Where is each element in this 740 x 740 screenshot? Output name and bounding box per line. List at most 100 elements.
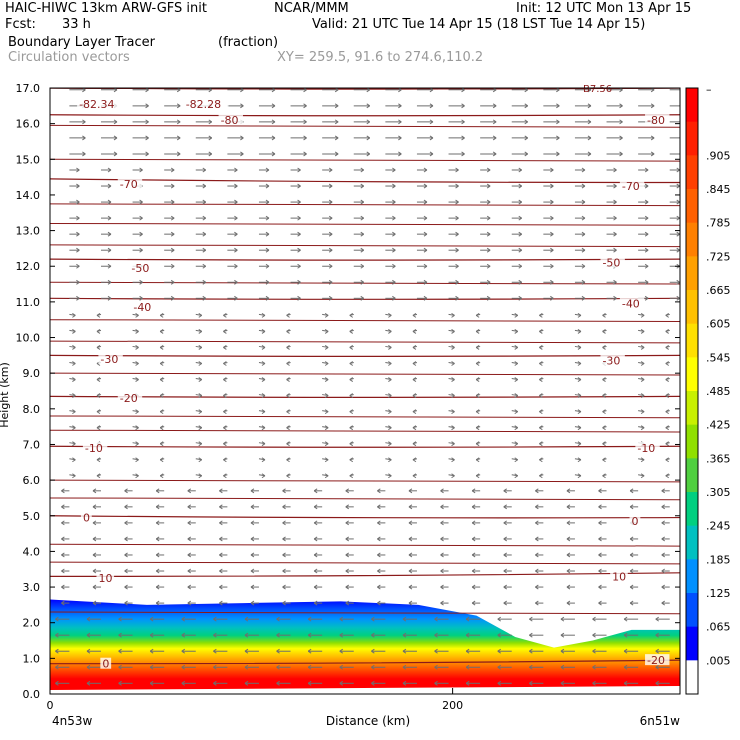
wind-vector-52	[434, 648, 449, 654]
wind-vector-349	[349, 409, 354, 415]
wind-vector-153	[471, 568, 481, 574]
wind-vector-231	[408, 504, 417, 510]
wind-vector-18	[623, 680, 639, 686]
wind-vector-633	[480, 183, 491, 189]
colorbar-swatch-10	[686, 424, 698, 459]
wind-vector-477	[602, 312, 607, 318]
wind-vector-330	[385, 425, 392, 431]
wind-vector-413	[475, 361, 481, 366]
wind-vector-347	[286, 409, 291, 415]
wind-vector-332	[448, 425, 455, 431]
wind-vector-284	[195, 457, 203, 463]
wind-vector-144	[187, 568, 196, 574]
wind-vector-528	[322, 263, 333, 269]
wind-vector-552	[448, 247, 459, 253]
wind-vector-11	[402, 680, 417, 686]
wind-vector-288	[322, 457, 329, 463]
wind-vector-626	[258, 183, 270, 189]
wind-vector-427	[286, 345, 291, 350]
wind-vector-598	[638, 215, 649, 221]
wind-vector-534	[511, 263, 523, 269]
wind-vector-697	[606, 135, 623, 141]
wind-vector-224	[187, 504, 196, 510]
wind-vector-524	[195, 263, 207, 269]
wind-vector-593	[480, 215, 491, 221]
wind-vector-735	[543, 103, 560, 109]
wind-vector-462	[132, 312, 139, 318]
wind-vector-89	[339, 616, 354, 622]
wind-vector-181	[92, 536, 101, 542]
wind-vector-171	[408, 552, 417, 558]
wind-vector-611	[416, 199, 428, 205]
wind-vector-47	[276, 648, 291, 654]
wind-vector-526	[258, 263, 270, 269]
wind-vector-258	[629, 488, 639, 494]
wind-vector-100	[61, 600, 70, 606]
wind-vector-637	[606, 183, 617, 189]
wind-vector-480	[69, 295, 80, 301]
init-time: Init: 12 UTC Mon 13 Apr 15	[516, 1, 692, 16]
wind-vector-489	[353, 295, 365, 301]
wind-vector-739	[669, 105, 680, 107]
wind-vector-1	[86, 680, 101, 686]
wind-vector-236	[566, 504, 575, 510]
wind-vector-390	[385, 377, 392, 382]
wind-vector-300	[69, 441, 76, 447]
wind-vector-5	[213, 680, 228, 686]
wind-vector-128	[313, 584, 323, 590]
wind-vector-404	[195, 361, 203, 366]
wind-vector-442	[132, 328, 139, 334]
wind-vector-677	[606, 151, 623, 157]
wind-vector-588	[322, 215, 333, 221]
wind-vector-381	[96, 377, 102, 382]
wind-vector-547	[290, 247, 301, 253]
wind-vector-259	[661, 488, 670, 494]
wind-vector-405	[223, 361, 228, 366]
x-right-end-label: 6n51w	[640, 714, 681, 728]
wind-vector-499	[669, 295, 680, 301]
wind-vector-656	[574, 167, 586, 173]
wind-vector-660	[69, 151, 86, 157]
wind-vector-130	[377, 584, 386, 590]
xy-label: XY= 259.5, 91.6 to 274.6,110.2	[277, 50, 484, 65]
wind-vector-315	[539, 441, 544, 447]
wind-vector-308	[322, 441, 329, 447]
wind-vector-219	[661, 520, 670, 526]
wind-vector-620	[69, 183, 80, 189]
wind-vector-45	[213, 648, 228, 654]
wind-vector-256	[566, 488, 575, 494]
wind-vector-501	[100, 279, 112, 285]
colorbar-label-7: .545	[706, 351, 731, 364]
wind-vector-670	[385, 151, 402, 157]
wind-vector-204	[187, 520, 196, 526]
y-tick-label-8: 8.0	[23, 403, 41, 416]
wind-vector-252	[440, 488, 449, 494]
wind-vector-81	[86, 616, 101, 622]
wind-vector-262	[132, 473, 139, 479]
wind-vector-352	[448, 409, 455, 415]
wind-vector-78	[623, 632, 639, 638]
wind-vector-346	[258, 409, 266, 415]
wind-vector-154	[503, 568, 512, 574]
wind-vector-529	[353, 263, 365, 269]
wind-vector-141	[92, 568, 101, 574]
y-tick-label-7: 7.0	[23, 438, 41, 451]
wind-vector-621	[100, 183, 112, 189]
contour-line-10	[50, 572, 680, 577]
wind-vector-156	[566, 568, 575, 574]
wind-vector-506	[258, 279, 270, 285]
wind-vector-731	[416, 103, 434, 109]
wind-vector-490	[385, 295, 396, 301]
wind-vector-279	[665, 473, 670, 479]
wind-vector-351	[412, 409, 418, 415]
wind-vector-416	[574, 361, 582, 366]
wind-vector-690	[385, 135, 402, 141]
wind-vector-197	[598, 536, 607, 542]
wind-vector-291	[412, 457, 418, 463]
wind-vector-210	[377, 520, 386, 526]
wind-vector-432	[448, 345, 455, 350]
wind-vector-355	[539, 409, 544, 415]
wind-vector-96	[560, 616, 575, 622]
wind-vector-42	[118, 648, 133, 654]
wind-vector-192	[440, 536, 449, 542]
